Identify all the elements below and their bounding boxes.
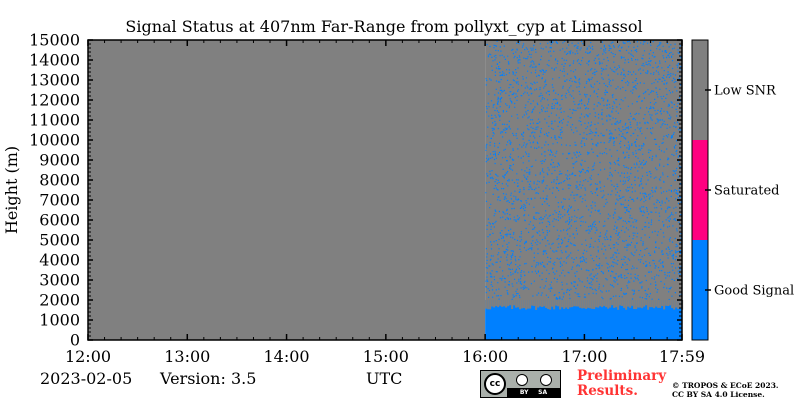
plot-frame bbox=[87, 39, 683, 341]
y-tick-label: 0 bbox=[70, 331, 80, 350]
plot-area bbox=[87, 39, 684, 341]
cc-sa-label: SA bbox=[538, 389, 548, 396]
cc-by-label: BY bbox=[519, 389, 529, 396]
y-tick-label: 7000 bbox=[39, 191, 80, 210]
colorbar-frame bbox=[691, 39, 709, 341]
cc-badge-bar: BY SA bbox=[507, 388, 560, 397]
x-tick-label: 15:00 bbox=[363, 347, 409, 366]
colorbar-label: Saturated bbox=[714, 184, 779, 199]
y-tick-label: 2000 bbox=[39, 291, 80, 310]
footer-date: 2023-02-05 bbox=[40, 369, 133, 388]
y-tick-label: 10000 bbox=[29, 131, 80, 150]
x-tick-label: 17:00 bbox=[561, 347, 607, 366]
chart-title: Signal Status at 407nm Far-Range from po… bbox=[125, 17, 642, 36]
y-tick-label: 15000 bbox=[29, 31, 80, 50]
y-tick-label: 3000 bbox=[39, 271, 80, 290]
colorbar-label: Low SNR bbox=[714, 84, 777, 99]
y-tick-label: 6000 bbox=[39, 211, 80, 230]
colorbar-label: Good Signal bbox=[714, 284, 794, 299]
x-tick-label: 13:00 bbox=[164, 347, 210, 366]
y-axis-label: Height (m) bbox=[2, 146, 21, 234]
colorbar-segment bbox=[692, 40, 708, 140]
preliminary-results-note: Preliminary Results. bbox=[577, 369, 666, 399]
y-tick-label: 9000 bbox=[39, 151, 80, 170]
y-tick-label: 12000 bbox=[29, 91, 80, 110]
cc-license-badge: cc BY SA bbox=[480, 370, 561, 398]
x-tick-label: 14:00 bbox=[264, 347, 310, 366]
x-tick-label: 17:59 bbox=[659, 347, 705, 366]
y-tick-label: 11000 bbox=[29, 111, 80, 130]
y-tick-label: 13000 bbox=[29, 71, 80, 90]
footer-version: Version: 3.5 bbox=[160, 369, 257, 388]
colorbar: Good Signal Saturated Low SNR bbox=[691, 39, 794, 341]
y-tick-label: 4000 bbox=[39, 251, 80, 270]
y-tick-label: 1000 bbox=[39, 311, 80, 330]
copyright-note: © TROPOS & ECoE 2023. CC BY SA 4.0 Licen… bbox=[672, 381, 779, 399]
preliminary-line-1: Preliminary bbox=[577, 368, 667, 384]
copyright-line-1: © TROPOS & ECoE 2023. bbox=[672, 381, 779, 390]
x-tick-label: 12:00 bbox=[65, 347, 111, 366]
y-tick-label: 8000 bbox=[39, 171, 80, 190]
by-person-icon bbox=[516, 374, 528, 386]
cc-attribution-icons bbox=[510, 373, 558, 387]
speckle-noise bbox=[485, 40, 683, 301]
x-axis-unit-label: UTC bbox=[366, 369, 403, 388]
y-tick-label: 5000 bbox=[39, 231, 80, 250]
x-tick-label: 16:00 bbox=[462, 347, 508, 366]
x-axis-ticks: 12:00 13:00 14:00 15:00 16:00 17:00 17:59 bbox=[65, 40, 705, 366]
colorbar-segment bbox=[692, 240, 708, 340]
copyright-line-2: CC BY SA 4.0 License. bbox=[672, 390, 765, 399]
colorbar-segment bbox=[692, 140, 708, 240]
cc-icon: cc bbox=[484, 373, 506, 395]
y-tick-label: 14000 bbox=[29, 51, 80, 70]
preliminary-line-2: Results. bbox=[577, 383, 638, 399]
y-axis-ticks: 0100020003000400050006000700080009000100… bbox=[29, 31, 682, 350]
share-alike-icon bbox=[540, 374, 552, 386]
status-region-0 bbox=[88, 40, 486, 340]
